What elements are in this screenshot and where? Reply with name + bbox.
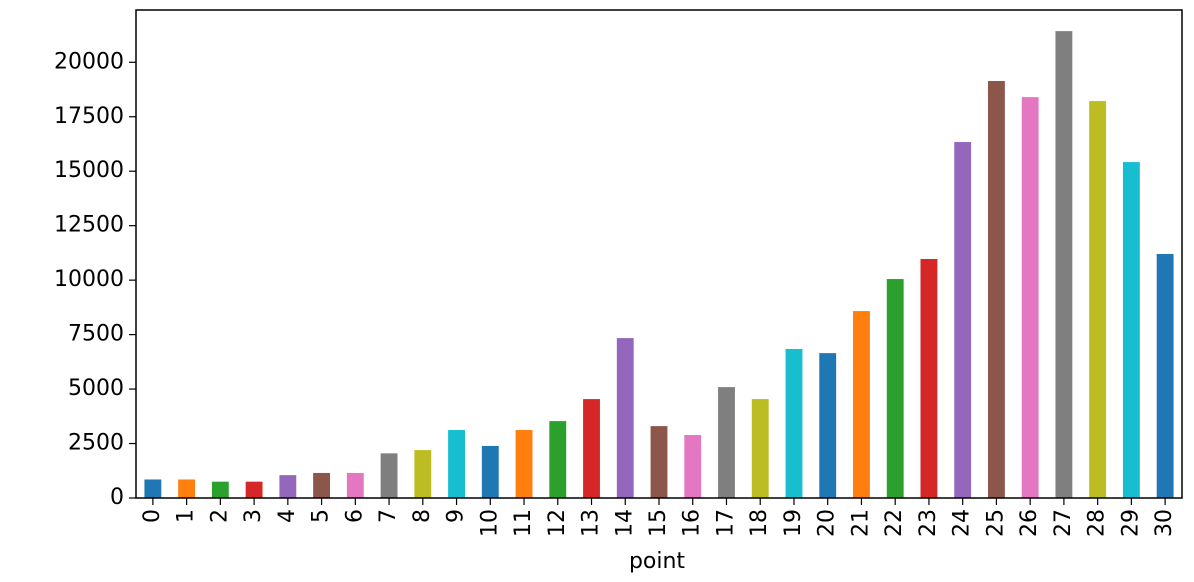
bar xyxy=(886,279,904,498)
bar xyxy=(380,453,398,498)
bar xyxy=(751,399,769,498)
bar xyxy=(414,450,432,498)
bar xyxy=(515,430,533,498)
x-tick-label: 8 xyxy=(410,509,435,523)
y-tick-label: 7500 xyxy=(68,322,124,347)
x-tick-label: 29 xyxy=(1118,509,1143,537)
y-tick-label: 0 xyxy=(110,485,124,510)
x-tick-label: 17 xyxy=(713,509,738,537)
y-tick-label: 10000 xyxy=(54,267,124,292)
x-tick-label: 15 xyxy=(646,509,671,537)
y-tick-label: 20000 xyxy=(54,49,124,74)
bar xyxy=(1055,31,1073,499)
bar xyxy=(920,259,938,498)
x-tick-label: 4 xyxy=(275,509,300,523)
x-tick-label: 18 xyxy=(747,509,772,537)
bar xyxy=(313,472,331,498)
bar xyxy=(616,338,634,498)
bar xyxy=(1122,162,1140,499)
bar xyxy=(853,311,870,498)
x-tick-label: 6 xyxy=(342,509,367,523)
x-tick-label: 19 xyxy=(781,509,806,537)
x-tick-label: 0 xyxy=(140,509,165,523)
bar xyxy=(718,387,735,498)
bar xyxy=(178,479,196,498)
y-tick-label: 5000 xyxy=(68,376,124,401)
x-tick-label: 30 xyxy=(1152,509,1177,537)
x-tick-label: 20 xyxy=(815,509,840,537)
x-tick-label: 14 xyxy=(612,509,637,537)
bar xyxy=(583,399,600,498)
y-tick-label: 2500 xyxy=(68,431,124,456)
y-tick-label: 12500 xyxy=(54,213,124,238)
x-axis-label: point xyxy=(629,549,685,574)
bar xyxy=(448,430,465,498)
bar xyxy=(785,348,803,498)
bar xyxy=(650,426,668,498)
x-tick-label: 2 xyxy=(207,509,232,523)
x-tick-label: 26 xyxy=(1017,509,1042,537)
x-tick-label: 12 xyxy=(545,509,570,537)
x-tick-label: 27 xyxy=(1051,509,1076,537)
x-tick-label: 5 xyxy=(309,509,334,523)
x-tick-label: 7 xyxy=(376,509,401,523)
x-tick-label: 25 xyxy=(983,509,1008,537)
bar xyxy=(346,472,364,498)
x-tick-label: 16 xyxy=(680,509,705,537)
bar xyxy=(819,353,837,498)
bar xyxy=(1021,97,1039,499)
x-tick-label: 22 xyxy=(882,509,907,537)
x-tick-label: 1 xyxy=(174,509,199,523)
x-tick-label: 11 xyxy=(511,509,536,537)
bar xyxy=(549,421,567,498)
x-tick-label: 10 xyxy=(477,509,502,537)
x-tick-label: 28 xyxy=(1085,509,1110,537)
bar xyxy=(245,481,263,498)
bar xyxy=(1089,101,1107,499)
x-tick-label: 9 xyxy=(444,509,469,523)
bar xyxy=(211,481,229,498)
bar xyxy=(481,445,499,498)
bar xyxy=(144,479,162,498)
x-tick-label: 3 xyxy=(241,509,266,523)
x-tick-label: 13 xyxy=(579,509,604,537)
bar xyxy=(279,475,297,498)
bar xyxy=(684,435,702,498)
bar xyxy=(1156,254,1174,498)
y-tick-label: 15000 xyxy=(54,158,124,183)
x-tick-label: 24 xyxy=(950,509,975,537)
x-tick-label: 21 xyxy=(848,509,873,537)
bar xyxy=(954,142,972,498)
bar xyxy=(987,81,1005,499)
y-tick-label: 17500 xyxy=(54,104,124,129)
plot-frame xyxy=(135,9,1183,499)
x-tick-label: 23 xyxy=(916,509,941,537)
